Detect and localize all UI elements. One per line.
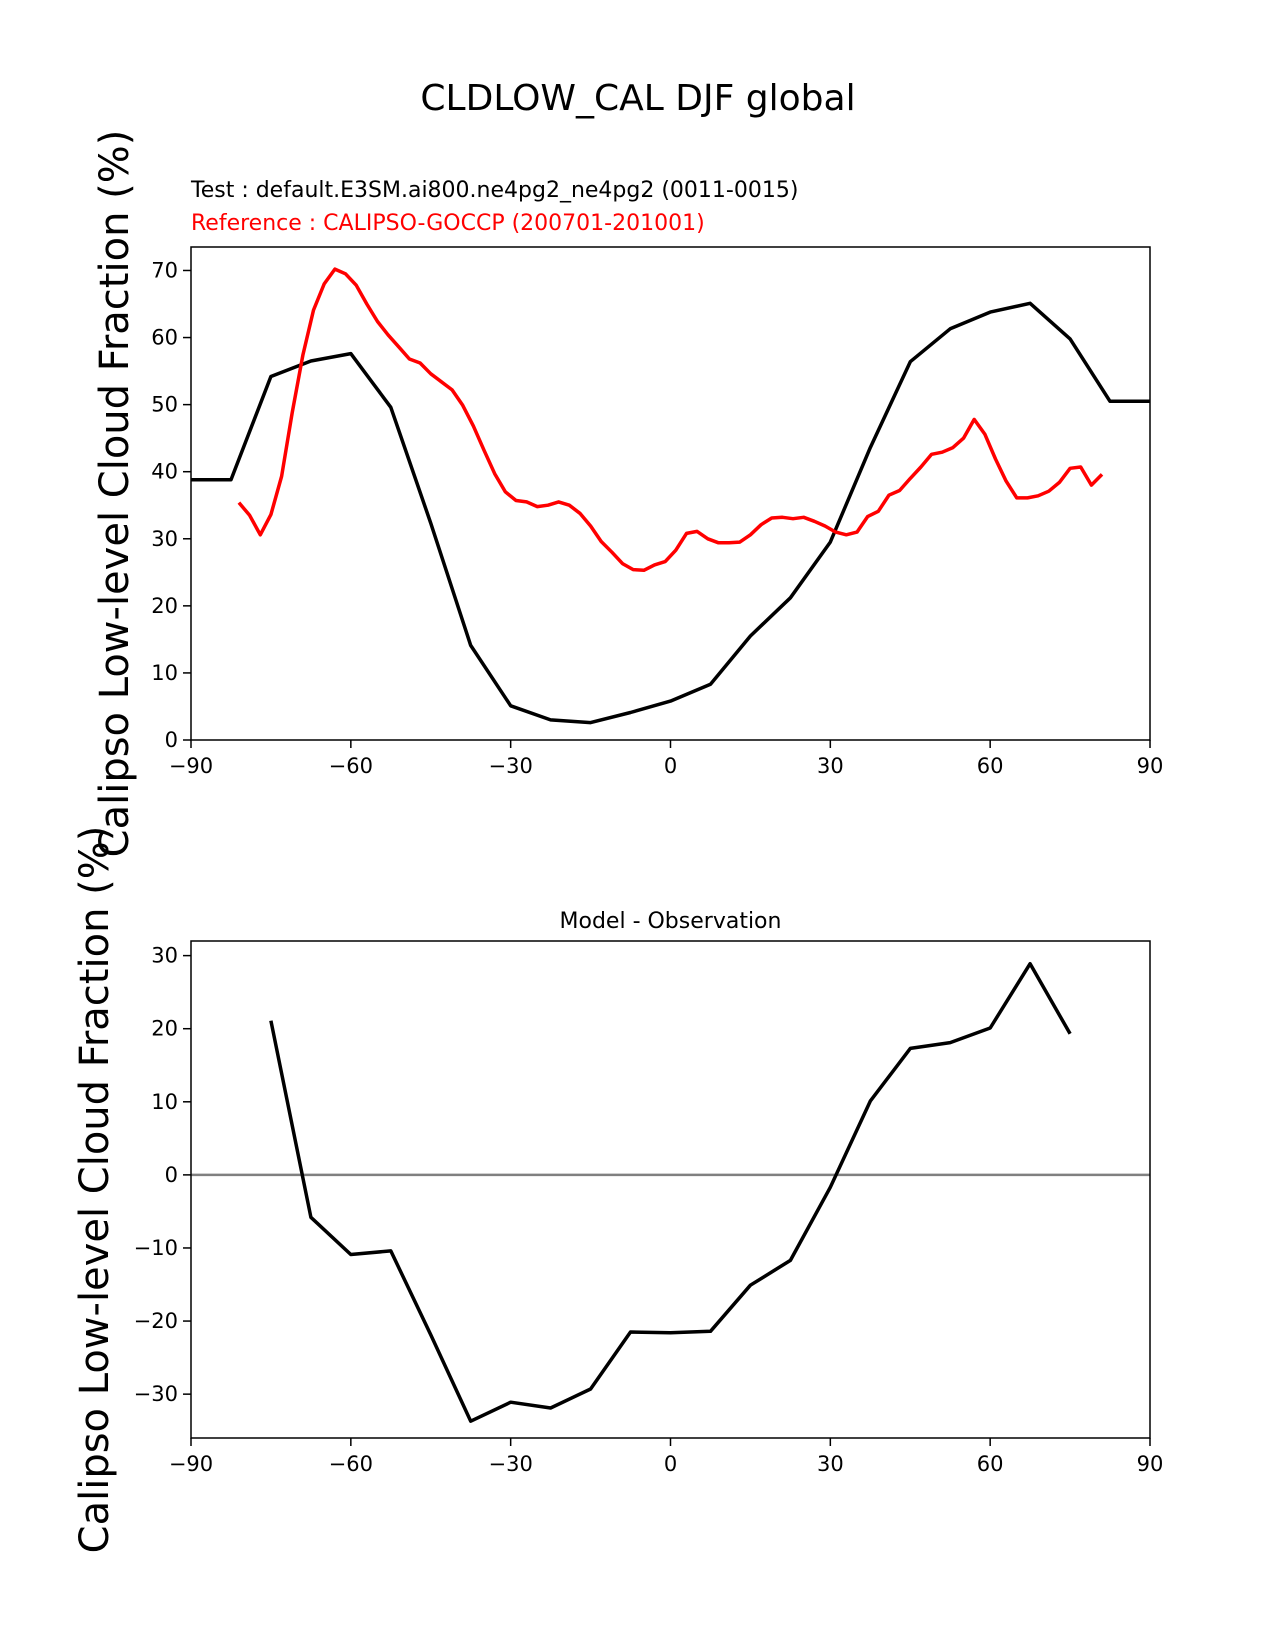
top-y-tick-label: 20 [151, 594, 178, 618]
top-y-tick-label: 60 [151, 326, 178, 350]
bottom-series-line-difference [269, 961, 1072, 1423]
top-ticks-group: −90 −60 −30 0 30 60 90 0 10 20 30 40 50 60 70 [151, 258, 1163, 778]
bottom-y-tick-label: 30 [151, 944, 178, 968]
top-x-tick-label: −30 [489, 754, 533, 778]
top-y-tick-label: 30 [151, 527, 178, 551]
top-y-tick-label: 10 [151, 661, 178, 685]
test-legend-label: Test : default.E3SM.ai800.ne4pg2_ne4pg2 … [190, 178, 798, 203]
top-x-tick-label: 90 [1137, 754, 1164, 778]
bottom-axes-frame [190, 940, 1151, 1439]
bottom-y-tick-label: −30 [134, 1382, 178, 1406]
top-x-tick-label: −60 [329, 754, 373, 778]
bottom-x-tick-label: −30 [489, 1452, 533, 1476]
top-y-tick-label: 0 [165, 728, 178, 752]
difference-title: Model - Observation [560, 909, 782, 934]
bottom-x-tick-label: 0 [664, 1452, 677, 1476]
top-panel: Test : default.E3SM.ai800.ne4pg2_ne4pg2 … [92, 130, 1163, 858]
reference-legend-label: Reference : CALIPSO-GOCCP (200701-201001… [191, 211, 705, 236]
bottom-x-tick-label: 30 [817, 1452, 844, 1476]
top-series-group [191, 267, 1150, 725]
top-x-tick-label: 0 [664, 754, 677, 778]
top-y-tick-label: 70 [151, 258, 178, 282]
bottom-x-tick-label: −90 [169, 1452, 213, 1476]
bottom-y-tick-label: 20 [151, 1017, 178, 1041]
top-axes-frame [190, 246, 1151, 741]
top-x-tick-label: −90 [169, 754, 213, 778]
top-series-line-reference [237, 267, 1104, 573]
bottom-panel: Model - Observation −90 −60 −30 0 30 60 90−30−… [72, 826, 1163, 1554]
top-series-line-test [191, 301, 1150, 725]
top-y-tick-label: 40 [151, 460, 178, 484]
bottom-x-tick-label: 60 [977, 1452, 1004, 1476]
bottom-x-tick-label: 90 [1137, 1452, 1164, 1476]
bottom-ticks-group: −90 −60 −30 0 30 60 90 −30 −20 −10 0 10 20 30 [134, 944, 1164, 1476]
bottom-y-tick-label: 10 [151, 1090, 178, 1114]
bottom-y-tick-label: 0 [165, 1163, 178, 1187]
top-ylabel: Calipso Low-level Cloud Fraction (%) [92, 130, 138, 858]
bottom-ylabel: Calipso Low-level Cloud Fraction (%) [72, 826, 118, 1554]
bottom-y-tick-label: −20 [134, 1309, 178, 1333]
top-y-tick-label: 50 [151, 393, 178, 417]
figure-title: CLDLOW_CAL DJF global [420, 78, 855, 119]
bottom-series-group [269, 961, 1072, 1423]
top-x-tick-label: 30 [817, 754, 844, 778]
bottom-y-tick-label: −10 [134, 1236, 178, 1260]
top-x-tick-label: 60 [977, 754, 1004, 778]
bottom-x-tick-label: −60 [329, 1452, 373, 1476]
